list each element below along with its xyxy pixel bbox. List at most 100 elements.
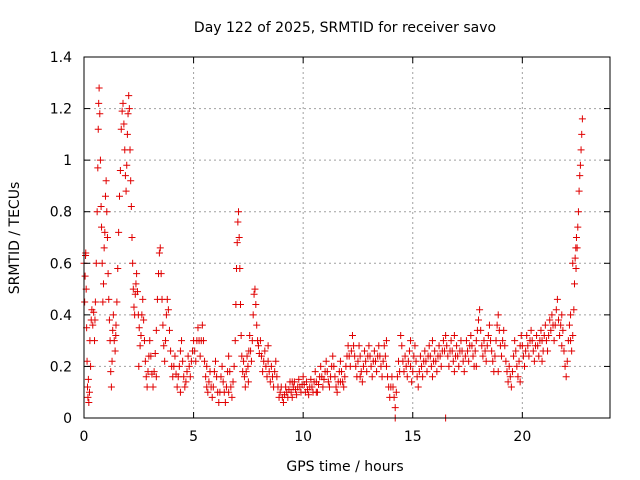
data-point	[425, 342, 433, 350]
data-point	[136, 342, 144, 350]
data-point	[508, 368, 516, 376]
data-point	[442, 331, 450, 339]
data-point	[160, 342, 168, 350]
data-point	[563, 357, 571, 365]
data-point	[361, 347, 369, 355]
data-point	[546, 316, 554, 324]
data-point	[201, 357, 209, 365]
data-point	[95, 84, 103, 92]
data-point	[210, 368, 218, 376]
data-point	[251, 285, 259, 293]
data-point	[407, 362, 415, 370]
data-point	[203, 362, 211, 370]
data-point	[219, 378, 227, 386]
data-point	[554, 316, 562, 324]
data-point	[347, 347, 355, 355]
data-point	[105, 316, 113, 324]
data-point	[552, 306, 560, 314]
y-axis-label: SRMTID / TECUs	[7, 182, 23, 295]
data-point	[242, 368, 250, 376]
data-point	[149, 383, 157, 391]
data-point	[94, 164, 102, 172]
data-point	[107, 383, 115, 391]
data-point	[279, 399, 287, 407]
y-tick-label: 0.8	[50, 205, 72, 221]
data-point	[572, 234, 580, 241]
data-point	[560, 347, 568, 355]
data-point	[480, 337, 488, 345]
data-point	[135, 362, 143, 370]
data-point	[422, 357, 430, 365]
data-point	[142, 373, 150, 381]
x-tick-label: 10	[294, 429, 312, 445]
data-point	[194, 324, 202, 332]
data-point	[186, 373, 194, 381]
data-point	[502, 357, 510, 365]
data-point	[151, 350, 159, 358]
data-point	[465, 357, 473, 365]
data-point	[100, 244, 108, 252]
data-point	[506, 373, 514, 381]
data-point	[143, 383, 151, 391]
data-point	[522, 347, 530, 355]
data-points	[80, 84, 586, 422]
data-point	[185, 362, 193, 370]
data-point	[491, 352, 499, 360]
data-point	[299, 373, 307, 381]
data-point	[229, 378, 237, 386]
data-point	[432, 357, 440, 365]
data-point	[125, 105, 133, 113]
data-point	[512, 347, 520, 355]
data-point	[453, 342, 461, 350]
data-point	[81, 298, 89, 306]
data-point	[253, 321, 261, 329]
data-point	[250, 290, 258, 298]
data-point	[98, 223, 106, 231]
data-point	[124, 110, 132, 118]
data-point	[256, 337, 264, 345]
data-point	[428, 337, 436, 345]
data-point	[272, 357, 280, 365]
data-point	[101, 192, 109, 200]
data-point	[484, 331, 492, 339]
data-point	[537, 326, 545, 334]
data-point	[352, 362, 360, 370]
data-point	[403, 373, 411, 381]
data-point	[84, 383, 92, 391]
data-point	[550, 337, 558, 345]
data-point	[252, 301, 260, 309]
data-point	[247, 347, 255, 355]
data-point	[198, 321, 206, 329]
data-point	[467, 331, 475, 339]
data-point	[371, 357, 379, 365]
data-point	[120, 120, 128, 128]
data-point	[481, 347, 489, 355]
data-point	[338, 368, 346, 376]
data-point	[533, 331, 541, 339]
data-point	[116, 192, 124, 200]
y-tick-label: 0.6	[50, 256, 72, 272]
data-point	[249, 311, 257, 319]
data-point	[382, 362, 390, 370]
data-point	[390, 393, 398, 401]
data-point	[391, 404, 399, 412]
x-tick-label: 5	[189, 429, 198, 445]
data-point	[322, 357, 330, 365]
data-point	[112, 331, 120, 339]
data-point	[273, 373, 281, 381]
data-point	[225, 388, 233, 396]
data-point	[558, 311, 566, 319]
data-point	[244, 362, 252, 370]
data-point	[122, 187, 130, 195]
data-point	[234, 218, 242, 226]
data-point	[567, 311, 575, 319]
data-point	[462, 337, 470, 345]
data-point	[91, 298, 99, 306]
data-point	[464, 347, 472, 355]
data-point	[93, 208, 101, 216]
data-point	[548, 311, 556, 319]
data-point	[218, 362, 226, 370]
data-point	[365, 342, 373, 350]
data-point	[324, 378, 332, 386]
